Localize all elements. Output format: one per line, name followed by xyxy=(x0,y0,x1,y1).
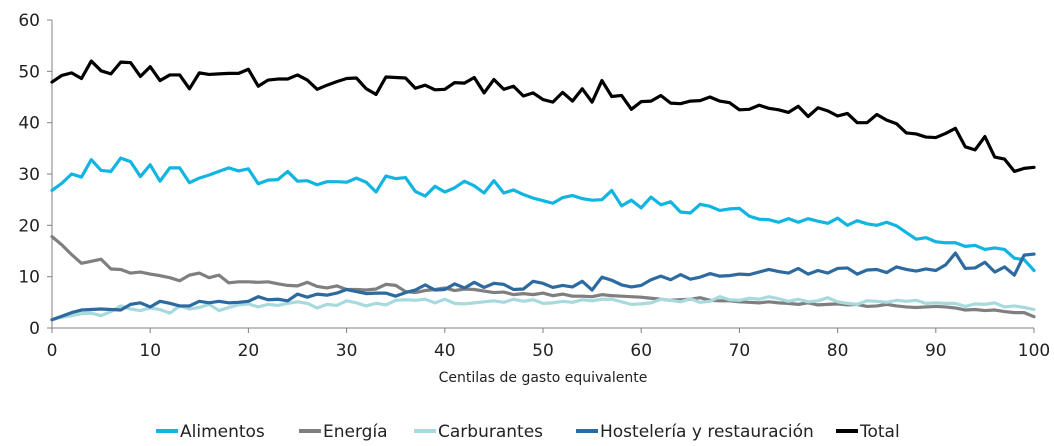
legend-label-carburantes: Carburantes xyxy=(438,422,543,442)
series-line-carburantes xyxy=(50,295,1036,321)
x-tick-label: 0 xyxy=(47,341,58,361)
x-tick-label: 10 xyxy=(139,341,161,361)
y-tick-label: 0 xyxy=(29,319,40,339)
x-tick-label: 90 xyxy=(925,341,947,361)
y-tick-label: 10 xyxy=(18,268,40,288)
legend-label-energia: Energía xyxy=(323,422,388,442)
x-tick-label: 100 xyxy=(1018,341,1050,361)
legend: Alimentos Energía Carburantes Hostelería y … xyxy=(156,422,900,442)
series-line-hosteleria-y-restauracion xyxy=(50,251,1036,322)
x-tick-label: 80 xyxy=(827,341,849,361)
x-tick-label: 60 xyxy=(630,341,652,361)
legend-label-hosteleria-y-restauracion: Hostelería y restauración xyxy=(600,422,814,442)
x-tick-label: 30 xyxy=(336,341,358,361)
y-tick-label: 40 xyxy=(18,114,40,134)
x-axis-ticks: 0 10 20 30 40 50 60 70 80 90 100 xyxy=(47,328,1050,361)
x-axis-label: Centilas de gasto equivalente xyxy=(439,370,648,386)
y-tick-label: 20 xyxy=(18,216,40,236)
y-tick-label: 60 xyxy=(18,11,40,31)
y-axis-ticks: 0 10 20 30 40 50 60 xyxy=(18,11,52,339)
y-tick-label: 30 xyxy=(18,165,40,185)
x-tick-label: 40 xyxy=(434,341,456,361)
series-line-alimentos xyxy=(50,156,1036,273)
legend-label-alimentos: Alimentos xyxy=(180,422,265,442)
x-tick-label: 70 xyxy=(729,341,751,361)
x-tick-label: 50 xyxy=(532,341,554,361)
legend-label-total: Total xyxy=(859,422,900,442)
series-line-energia xyxy=(50,235,1036,319)
y-tick-label: 50 xyxy=(18,62,40,82)
x-tick-label: 20 xyxy=(238,341,260,361)
series-line-total xyxy=(50,59,1036,174)
series-lines xyxy=(50,59,1036,322)
